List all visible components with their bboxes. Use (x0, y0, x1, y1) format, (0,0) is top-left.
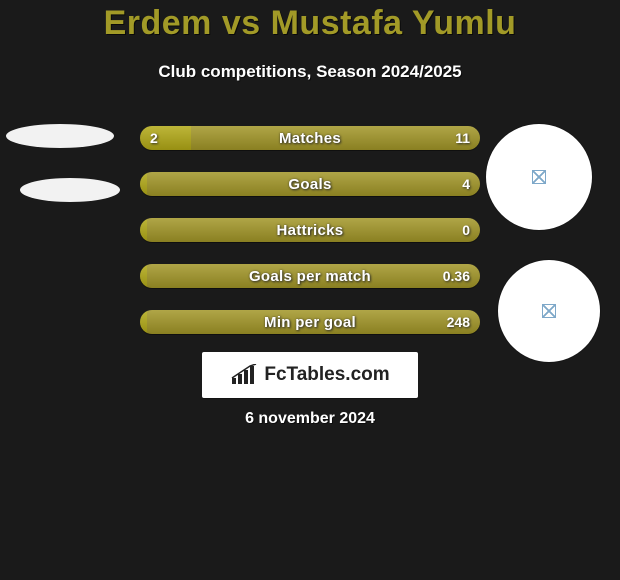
player-avatar-1 (486, 124, 592, 230)
comparison-row: Hattricks0 (140, 218, 480, 242)
image-placeholder-icon (542, 304, 556, 318)
left-ellipse-2 (20, 178, 120, 202)
image-placeholder-icon (532, 170, 546, 184)
left-ellipse-1 (6, 124, 114, 148)
page-title: Erdem vs Mustafa Yumlu (0, 4, 620, 43)
bar-value-right: 0 (462, 218, 470, 242)
bar-value-left: 2 (150, 126, 158, 150)
player-avatar-2 (498, 260, 600, 362)
bar-value-right: 248 (447, 310, 470, 334)
bar-chart-icon (230, 364, 258, 386)
bar-label: Min per goal (140, 310, 480, 334)
comparison-row: Matches2 11 (140, 126, 480, 150)
bar-label: Goals per match (140, 264, 480, 288)
bar-label: Hattricks (140, 218, 480, 242)
bar-value-right: 11 (455, 126, 470, 150)
footer-caption: 6 november 2024 (0, 410, 620, 428)
brand-badge: FcTables.com (202, 352, 418, 398)
comparison-bars: Matches2 11 Goals4 Hattricks0 Goals per matc… (140, 126, 480, 334)
comparison-row: Goals4 (140, 172, 480, 196)
bar-value-right: 0.36 (443, 264, 470, 288)
page-subtitle: Club competitions, Season 2024/2025 (0, 62, 620, 82)
bar-value-right: 4 (462, 172, 470, 196)
comparison-row: Min per goal248 (140, 310, 480, 334)
bar-label: Matches (140, 126, 480, 150)
comparison-row: Goals per match0.36 (140, 264, 480, 288)
bar-label: Goals (140, 172, 480, 196)
brand-text: FcTables.com (264, 364, 389, 386)
